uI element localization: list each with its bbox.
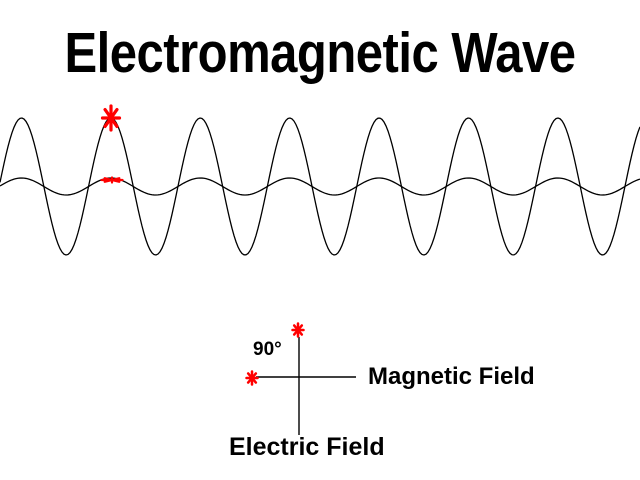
electric-field-label: Electric Field	[229, 433, 385, 461]
page-title: Electromagnetic Wave	[64, 22, 576, 85]
electric-peak-asterisk	[100, 104, 122, 132]
magnetic-field-label: Magnetic Field	[368, 363, 535, 390]
electric-axis-asterisk	[291, 322, 305, 338]
angle-label: 90°	[253, 339, 282, 360]
magnetic-field-wave	[0, 177, 640, 196]
magnetic-axis-asterisk	[245, 370, 259, 386]
magnetic-peak-asterisk	[100, 176, 124, 184]
electric-field-wave	[0, 117, 640, 256]
